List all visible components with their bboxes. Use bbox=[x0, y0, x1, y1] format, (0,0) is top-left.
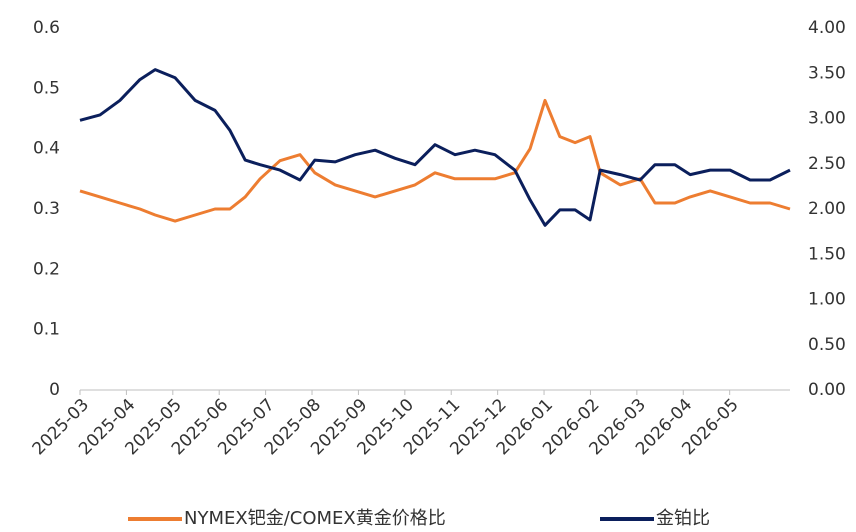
y-tick-label: 0.6 bbox=[33, 18, 60, 38]
y-tick-label: 0.1 bbox=[33, 320, 60, 340]
y2-tick-label: 1.00 bbox=[808, 290, 846, 310]
y2-tick-label: 3.00 bbox=[808, 109, 846, 129]
y-tick-label: 0.4 bbox=[33, 139, 60, 159]
y2-tick-label: 1.50 bbox=[808, 244, 846, 264]
y-tick-label: 0.5 bbox=[33, 78, 60, 98]
legend-label: 金铂比 bbox=[656, 508, 710, 529]
y2-tick-label: 0.50 bbox=[808, 335, 846, 355]
series-line bbox=[79, 68, 791, 227]
y2-tick-label: 2.00 bbox=[808, 199, 846, 219]
legend: NYMEX钯金/COMEX黄金价格比 金铂比 bbox=[128, 508, 710, 529]
legend-label: NYMEX钯金/COMEX黄金价格比 bbox=[184, 508, 446, 529]
y-tick-label: 0.3 bbox=[33, 199, 60, 219]
y2-tick-label: 4.00 bbox=[808, 18, 846, 38]
y-tick-label: 0.2 bbox=[33, 259, 60, 279]
y2-tick-label: 2.50 bbox=[808, 154, 846, 174]
y2-tick-label: 0.00 bbox=[808, 380, 846, 400]
y-tick-label: 0 bbox=[49, 380, 60, 400]
y2-tick-label: 3.50 bbox=[808, 63, 846, 83]
series-line bbox=[79, 98, 791, 223]
